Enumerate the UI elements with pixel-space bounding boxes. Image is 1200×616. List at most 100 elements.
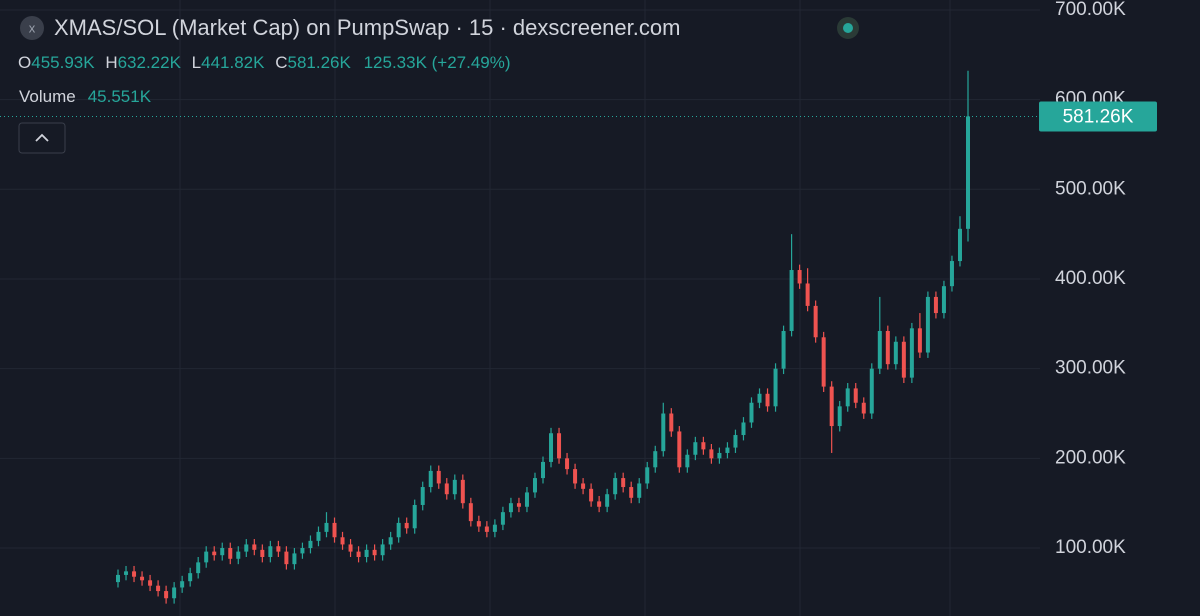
candle-body <box>589 488 594 502</box>
candle-body <box>629 487 634 498</box>
legend-key: H <box>105 53 117 72</box>
ohlc-legend: O455.93K H632.22K L441.82K C581.26K 125.… <box>18 53 511 72</box>
legend-value: 441.82K <box>201 53 265 72</box>
candle-body <box>268 546 273 557</box>
candle-body <box>292 553 297 565</box>
candle-body <box>388 537 393 545</box>
candle-body <box>500 512 505 525</box>
candle-body <box>436 470 441 484</box>
candle-body <box>164 591 169 599</box>
candle-body <box>693 442 698 455</box>
candle-body <box>869 368 874 414</box>
candle-body <box>420 487 425 505</box>
candle-body <box>404 522 409 529</box>
candle-body <box>853 388 858 403</box>
candle-body <box>444 483 449 495</box>
candle-body <box>605 494 610 507</box>
price-axis: 100.00K200.00K300.00K400.00K500.00K600.0… <box>1039 0 1157 558</box>
candle-body <box>532 478 537 493</box>
candle-body <box>492 524 497 532</box>
candle-body <box>276 546 281 552</box>
candle-body <box>412 504 417 529</box>
legend-value: 632.22K <box>118 53 182 72</box>
candle-body <box>885 331 890 365</box>
candle-body <box>516 503 521 507</box>
candle-body <box>348 544 353 552</box>
legend-value: 581.26K <box>288 53 352 72</box>
candle-body <box>917 328 922 353</box>
last-price-label: 581.26K <box>1063 106 1134 127</box>
candle-body <box>380 544 385 556</box>
candle-body <box>901 341 906 378</box>
volume-label: Volume <box>19 87 76 106</box>
candle-body <box>573 469 578 484</box>
candle-body <box>653 451 658 468</box>
candle-body <box>909 328 914 378</box>
candle-body <box>324 522 329 532</box>
candle-body <box>765 393 770 407</box>
legend-key: L <box>192 53 201 72</box>
candle-body <box>829 386 834 427</box>
legend-change: 125.33K (+27.49%) <box>364 53 511 72</box>
close-icon[interactable] <box>20 16 44 40</box>
candle-body <box>468 503 473 522</box>
candle-body <box>236 551 241 559</box>
legend-key: C <box>275 53 287 72</box>
last-price-box <box>1039 101 1157 132</box>
candle-body <box>156 585 161 592</box>
legend-value: 455.93K <box>31 53 95 72</box>
candle-body <box>789 270 794 332</box>
candle-body <box>813 305 818 338</box>
candle-body <box>893 341 898 365</box>
candle-body <box>172 587 177 599</box>
y-tick-label: 200.00K <box>1055 447 1126 468</box>
candle-body <box>196 562 201 574</box>
candle-body <box>541 461 545 479</box>
candle-body <box>460 479 465 504</box>
candle-body <box>709 449 714 459</box>
candle-body <box>508 503 513 513</box>
chart-title: XMAS/SOL (Market Cap) on PumpSwap · 15 ·… <box>54 15 680 40</box>
candle-body <box>861 402 866 414</box>
candle-body <box>204 551 209 563</box>
candle-body <box>941 286 946 314</box>
y-tick-label: 500.00K <box>1055 178 1126 199</box>
y-tick-label: 100.00K <box>1055 537 1126 558</box>
candle-body <box>677 431 682 468</box>
candle-body <box>549 433 554 462</box>
candles <box>0 70 1040 604</box>
candle-body <box>877 331 882 369</box>
candle-body <box>212 551 217 556</box>
candle-body <box>220 548 225 556</box>
candle-body <box>148 580 153 586</box>
candle-body <box>757 393 762 403</box>
candle-body <box>557 433 562 459</box>
candle-body <box>621 478 626 488</box>
candle-body <box>188 573 193 582</box>
candle-body <box>340 537 345 545</box>
collapse-button[interactable] <box>18 122 66 154</box>
candle-body <box>180 581 185 588</box>
candle-body <box>821 337 826 387</box>
candle-body <box>805 283 810 306</box>
candle-body <box>701 442 706 450</box>
candle-body <box>524 492 529 507</box>
status-dot <box>843 23 853 33</box>
candle-body <box>140 576 145 581</box>
candle-body <box>356 551 361 557</box>
candle-body <box>565 458 570 470</box>
candle-body <box>116 574 120 583</box>
candle-body <box>132 571 137 577</box>
candle-body <box>773 368 778 407</box>
candle-body <box>300 548 305 554</box>
candle-body <box>581 483 586 489</box>
candle-body <box>364 549 369 557</box>
grid <box>0 9 1040 549</box>
y-tick-label: 300.00K <box>1055 358 1126 379</box>
close-icon-glyph: x <box>29 20 36 35</box>
candle-body <box>452 479 457 495</box>
candle-body <box>749 402 754 423</box>
candle-body <box>669 413 674 432</box>
